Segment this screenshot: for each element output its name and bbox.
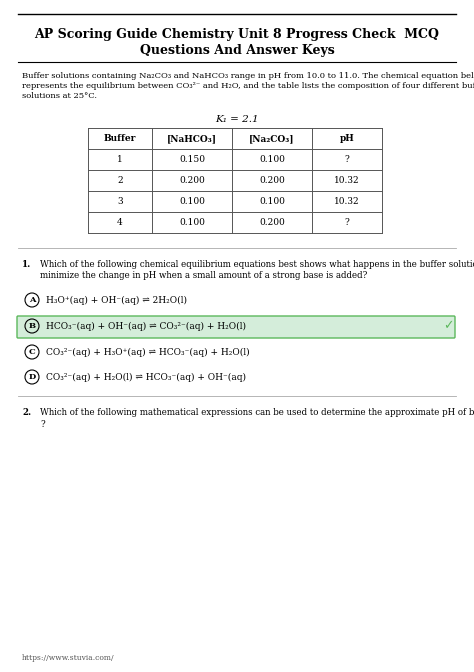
Text: AP Scoring Guide Chemistry Unit 8 Progress Check  MCQ: AP Scoring Guide Chemistry Unit 8 Progre… [35,28,439,41]
Text: represents the equilibrium between CO₃²⁻ and H₂O, and the table lists the compos: represents the equilibrium between CO₃²⁻… [22,82,474,90]
Text: 2.: 2. [22,408,31,417]
Text: CO₃²⁻(aq) + H₃O⁺(aq) ⇌ HCO₃⁻(aq) + H₂O(l): CO₃²⁻(aq) + H₃O⁺(aq) ⇌ HCO₃⁻(aq) + H₂O(l… [46,347,250,357]
Text: Questions And Answer Keys: Questions And Answer Keys [140,44,334,57]
Text: 0.200: 0.200 [259,218,285,227]
Text: 0.100: 0.100 [259,155,285,164]
Text: HCO₃⁻(aq) + OH⁻(aq) ⇌ CO₃²⁻(aq) + H₂O(l): HCO₃⁻(aq) + OH⁻(aq) ⇌ CO₃²⁻(aq) + H₂O(l) [46,321,246,331]
Text: ✓: ✓ [444,319,454,333]
Text: 0.100: 0.100 [179,197,205,206]
Text: C: C [28,348,36,356]
Text: solutions at 25°C.: solutions at 25°C. [22,92,97,100]
Text: [Na₂CO₃]: [Na₂CO₃] [249,134,295,143]
Text: 10.32: 10.32 [334,176,360,185]
Text: 1.: 1. [22,260,31,269]
Text: 0.100: 0.100 [179,218,205,227]
Text: 0.100: 0.100 [259,197,285,206]
Text: [NaHCO₃]: [NaHCO₃] [167,134,217,143]
Text: 0.150: 0.150 [179,155,205,164]
Text: Buffer: Buffer [104,134,136,143]
Text: 0.200: 0.200 [259,176,285,185]
Text: Which of the following mathematical expressions can be used to determine the app: Which of the following mathematical expr… [40,408,474,417]
Text: 0.200: 0.200 [179,176,205,185]
Text: 3: 3 [117,197,123,206]
Text: K₁ = 2.1: K₁ = 2.1 [215,115,259,124]
Text: CO₃²⁻(aq) + H₂O(l) ⇌ HCO₃⁻(aq) + OH⁻(aq): CO₃²⁻(aq) + H₂O(l) ⇌ HCO₃⁻(aq) + OH⁻(aq) [46,372,246,382]
Text: 2: 2 [117,176,123,185]
Text: A: A [29,296,35,304]
Text: minimize the change in pH when a small amount of a strong base is added?: minimize the change in pH when a small a… [40,271,367,280]
Text: ?: ? [345,155,349,164]
Text: ?: ? [345,218,349,227]
Text: D: D [28,373,36,381]
FancyBboxPatch shape [17,316,455,338]
Text: H₃O⁺(aq) + OH⁻(aq) ⇌ 2H₂O(l): H₃O⁺(aq) + OH⁻(aq) ⇌ 2H₂O(l) [46,296,187,304]
Text: https://www.stuvia.com/: https://www.stuvia.com/ [22,654,115,662]
Text: 1: 1 [117,155,123,164]
Text: B: B [28,322,36,330]
Text: Buffer solutions containing Na₂CO₃ and NaHCO₃ range in pH from 10.0 to 11.0. The: Buffer solutions containing Na₂CO₃ and N… [22,72,474,80]
Text: ?: ? [40,420,45,429]
Text: pH: pH [340,134,355,143]
Text: Which of the following chemical equilibrium equations best shows what happens in: Which of the following chemical equilibr… [40,260,474,269]
Text: 10.32: 10.32 [334,197,360,206]
Text: 4: 4 [117,218,123,227]
